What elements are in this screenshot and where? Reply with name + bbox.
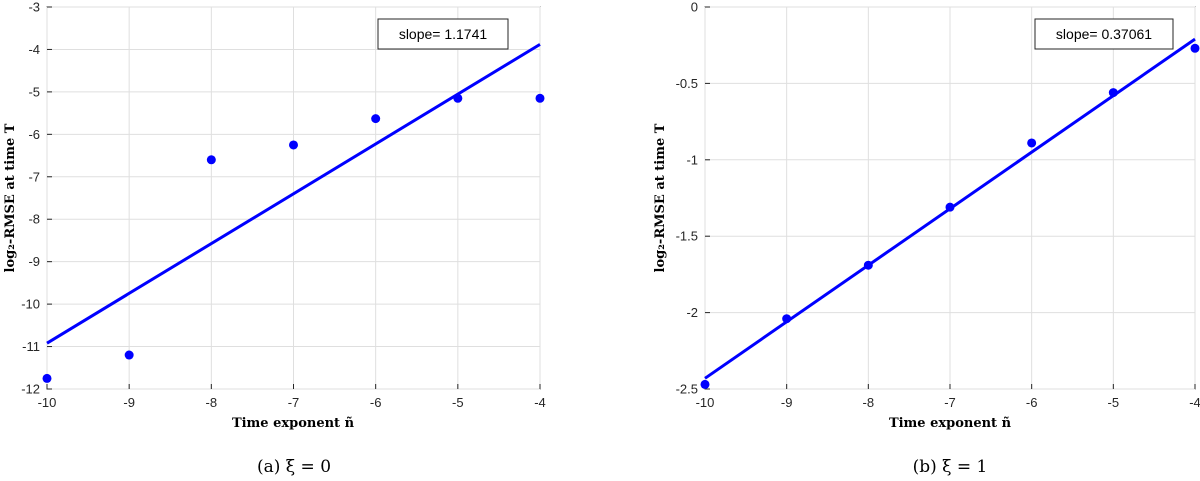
- x-tick-label: -7: [944, 395, 956, 410]
- data-point: [1027, 138, 1037, 148]
- x-tick-label: -4: [1189, 395, 1200, 410]
- y-tick-label: -2: [686, 305, 698, 320]
- data-points: [42, 93, 545, 383]
- grid: [46, 6, 541, 390]
- x-ticks: -10 -9 -8 -7 -6 -5 -4: [696, 384, 1200, 410]
- x-axis-label: Time exponent ñ: [232, 416, 355, 431]
- y-tick-label: -10: [21, 297, 40, 312]
- panel-b: -10 -9 -8 -7 -6 -5 -4 -2.5 -2 -1.5 -1 -0.5 0 slope=…: [653, 0, 1200, 477]
- x-tick-label: -6: [1026, 395, 1038, 410]
- data-point: [1108, 88, 1118, 98]
- panel-caption: (b) ξ = 1: [913, 457, 988, 477]
- slope-annotation: slope= 1.1741: [377, 18, 509, 50]
- x-ticks: -10 -9 -8 -7 -6 -5 -4: [38, 384, 546, 410]
- y-tick-label: 0: [691, 0, 698, 15]
- y-tick-label: -6: [28, 127, 40, 142]
- y-axis-label: log₂-RMSE at time T: [3, 123, 18, 272]
- data-point: [289, 140, 298, 150]
- data-point: [206, 155, 216, 165]
- y-axis-label: log₂-RMSE at time T: [653, 123, 668, 272]
- data-point: [371, 114, 381, 124]
- data-point: [945, 202, 955, 212]
- panel-caption: (a) ξ = 0: [257, 457, 331, 477]
- y-tick-label: -7: [28, 169, 40, 184]
- x-tick-label: -5: [452, 395, 464, 410]
- data-points: [700, 43, 1200, 389]
- x-tick-label: -10: [38, 395, 57, 410]
- data-point: [863, 260, 873, 270]
- x-tick-label: -10: [696, 395, 715, 410]
- slope-text: slope= 1.1741: [399, 26, 488, 42]
- data-point: [1190, 43, 1200, 53]
- y-tick-label: -1: [686, 152, 698, 167]
- x-tick-label: -9: [781, 395, 793, 410]
- y-tick-label: -11: [22, 339, 40, 354]
- data-point: [42, 373, 52, 383]
- y-tick-label: -3: [28, 0, 40, 15]
- y-tick-label: -0.5: [676, 76, 698, 91]
- y-ticks: -12 -11 -10 -9 -8 -7 -6 -5 -4 -3: [21, 0, 52, 397]
- y-ticks: -2.5 -2 -1.5 -1 -0.5 0: [676, 0, 710, 397]
- data-point: [700, 379, 710, 389]
- slope-text: slope= 0.37061: [1056, 26, 1152, 42]
- slope-box: [1034, 18, 1174, 50]
- y-tick-label: -1.5: [676, 229, 698, 244]
- x-tick-label: -8: [863, 395, 875, 410]
- x-axis-label: Time exponent ñ: [889, 416, 1012, 431]
- y-tick-label: -8: [28, 212, 40, 227]
- x-tick-label: -8: [206, 395, 218, 410]
- y-tick-label: -2.5: [676, 382, 698, 397]
- slope-box: [377, 18, 509, 50]
- x-tick-label: -6: [370, 395, 382, 410]
- y-tick-label: -4: [28, 42, 40, 57]
- x-tick-label: -9: [123, 395, 135, 410]
- slope-annotation: slope= 0.37061: [1034, 18, 1174, 50]
- x-tick-label: -4: [534, 395, 546, 410]
- data-point: [782, 314, 792, 324]
- y-tick-label: -12: [21, 382, 40, 397]
- data-point: [535, 93, 545, 103]
- x-tick-label: -7: [288, 395, 300, 410]
- data-point: [453, 93, 463, 103]
- x-tick-label: -5: [1108, 395, 1120, 410]
- y-tick-label: -9: [28, 254, 40, 269]
- y-tick-label: -5: [28, 84, 40, 99]
- data-point: [124, 350, 134, 360]
- panel-a: -10 -9 -8 -7 -6 -5 -4 -12-11-10-9-8-7-6-5-4-3 …: [3, 0, 546, 477]
